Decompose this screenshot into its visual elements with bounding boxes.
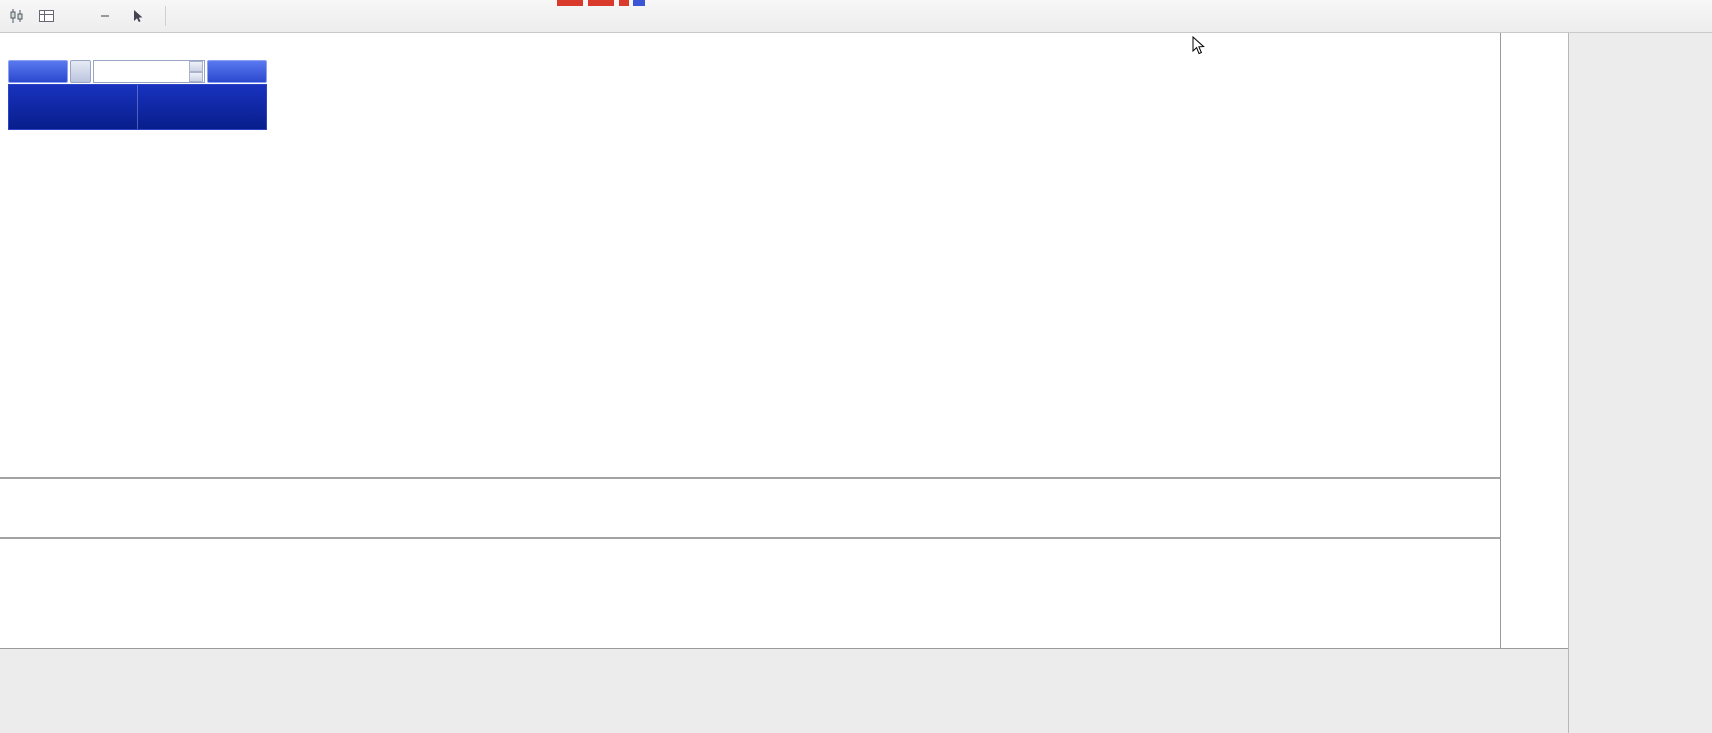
top-toolbar — [0, 0, 1712, 33]
rsi-indicator-label — [6, 541, 13, 553]
screen-artifact — [619, 0, 629, 6]
spin-up-icon[interactable] — [189, 61, 203, 72]
screen-artifact — [588, 0, 614, 6]
chart-window-icon[interactable] — [33, 4, 60, 28]
volume-input[interactable] — [93, 60, 205, 83]
chart-canvas[interactable] — [0, 33, 1500, 648]
bid-price[interactable] — [9, 85, 137, 129]
symbol-ohlc-header — [7, 40, 28, 52]
toolbar-separator — [165, 6, 166, 26]
pane-splitter[interactable] — [0, 537, 1568, 539]
window-filler — [1568, 33, 1712, 733]
textbox-tool-label — [100, 15, 109, 17]
ask-price[interactable] — [137, 85, 266, 129]
spin-down-icon[interactable] — [189, 71, 203, 82]
sell-button[interactable] — [8, 60, 68, 83]
mouse-cursor-icon — [1192, 36, 1205, 55]
volume-stepper — [189, 61, 203, 82]
text-tool-button[interactable] — [62, 4, 89, 28]
bid-ask-display — [8, 84, 267, 130]
one-click-trading-panel — [8, 60, 267, 130]
macd-indicator-label — [6, 481, 20, 493]
buy-button[interactable] — [207, 60, 267, 83]
cursor-tool-button[interactable] — [120, 4, 158, 28]
pane-splitter[interactable] — [0, 477, 1568, 479]
price-scale[interactable] — [1500, 33, 1568, 648]
cursor-icon — [134, 10, 143, 22]
volume-dropdown[interactable] — [70, 60, 91, 83]
candlestick-chart-icon[interactable] — [4, 4, 31, 28]
time-scale[interactable] — [0, 648, 1568, 733]
textbox-tool-button[interactable] — [91, 4, 118, 28]
screen-artifact — [557, 0, 583, 6]
screen-artifact — [633, 0, 645, 6]
